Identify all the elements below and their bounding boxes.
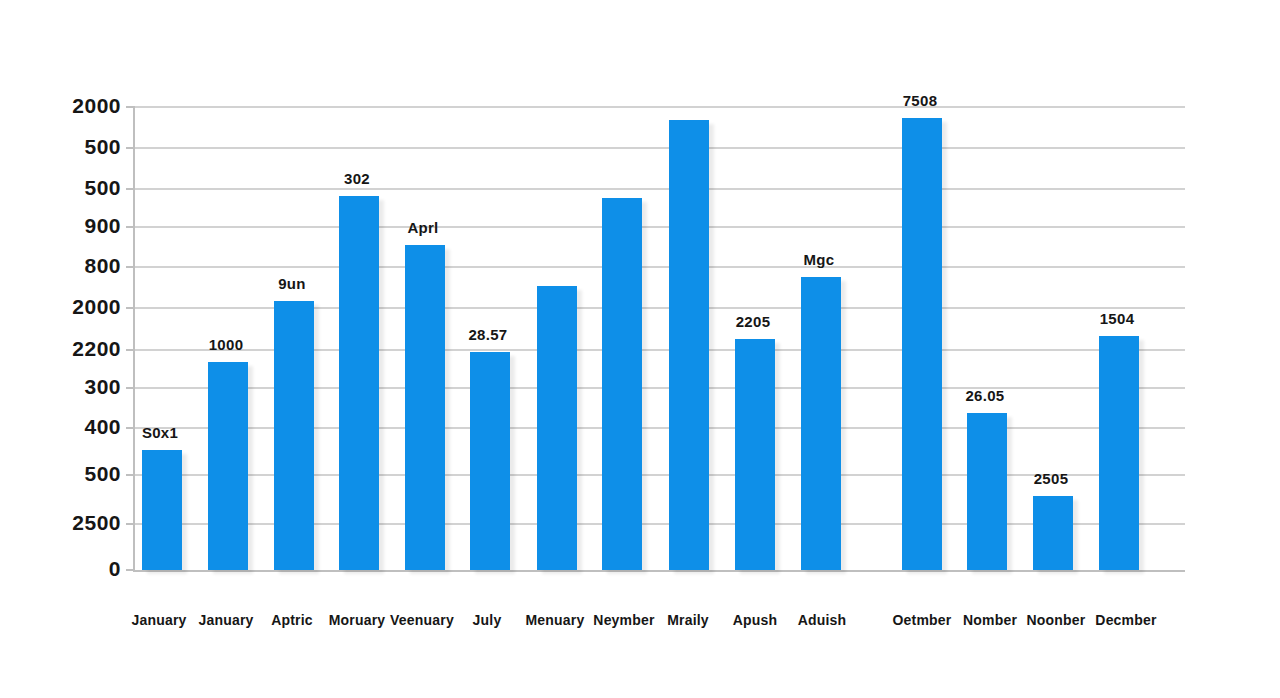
bar <box>1033 496 1073 570</box>
bar <box>537 286 577 570</box>
y-tick-label: 800 <box>0 254 121 278</box>
y-tick-label: 500 <box>0 176 121 200</box>
chart-canvas: 2000 500 500 900 800 2000 2200 300 400 500 2500 0 S0… <box>0 0 1280 698</box>
bar <box>208 362 248 570</box>
bar <box>735 339 775 570</box>
gridline <box>135 266 1185 268</box>
bar-value-label: 1000 <box>176 335 276 355</box>
bar-value-label: 28.57 <box>438 325 538 345</box>
y-tick-mark <box>126 307 133 309</box>
bar <box>142 450 182 570</box>
bar-value-label: 2205 <box>703 312 803 332</box>
y-tick-mark <box>126 226 133 228</box>
bar-value-label: 26.05 <box>935 386 1035 406</box>
y-tick-label: 400 <box>0 415 121 439</box>
bar-value-label: 7508 <box>870 91 970 111</box>
bar <box>602 198 642 570</box>
y-tick-mark <box>126 106 133 108</box>
y-tick-label: 500 <box>0 135 121 159</box>
bar-value-label: 302 <box>307 169 407 189</box>
bar <box>967 413 1007 570</box>
y-tick-label: 2000 <box>0 295 121 319</box>
y-tick-label: 0 <box>0 557 121 581</box>
y-tick-label: 500 <box>0 462 121 486</box>
bar-value-label: Mgc <box>769 250 869 270</box>
plot-area <box>133 106 1185 572</box>
x-tick-label: Decmber <box>1066 611 1186 629</box>
y-tick-label: 2000 <box>0 94 121 118</box>
y-tick-label: 300 <box>0 375 121 399</box>
y-tick-label: 2500 <box>0 511 121 535</box>
bar-value-label: 1504 <box>1067 309 1167 329</box>
bar <box>339 196 379 570</box>
y-tick-label: 2200 <box>0 337 121 361</box>
y-tick-mark <box>126 349 133 351</box>
gridline <box>135 226 1185 228</box>
bar <box>405 245 445 570</box>
y-tick-mark <box>126 266 133 268</box>
bar-value-label: 9un <box>242 274 342 294</box>
bar-value-label: 2505 <box>1001 469 1101 489</box>
bar-value-label: S0x1 <box>110 423 210 443</box>
y-tick-mark <box>126 188 133 190</box>
y-tick-mark <box>126 569 133 571</box>
gridline <box>135 188 1185 190</box>
y-tick-mark <box>126 147 133 149</box>
bar <box>902 118 942 570</box>
bar <box>274 301 314 570</box>
bar-value-label: Aprl <box>373 218 473 238</box>
y-tick-mark <box>126 387 133 389</box>
bar <box>801 277 841 570</box>
bar <box>1099 336 1139 570</box>
y-tick-mark <box>126 523 133 525</box>
bar <box>669 120 709 570</box>
y-tick-mark <box>126 474 133 476</box>
gridline <box>135 106 1185 108</box>
gridline <box>135 147 1185 149</box>
y-tick-label: 900 <box>0 214 121 238</box>
bar <box>470 352 510 570</box>
